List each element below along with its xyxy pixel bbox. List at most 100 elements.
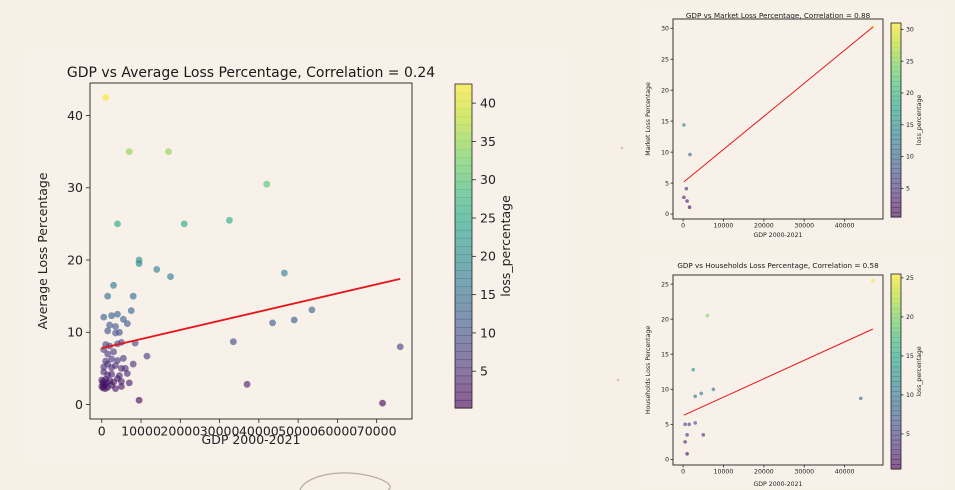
- data-point: [129, 292, 137, 300]
- data-point: [685, 199, 689, 203]
- colorbar-segment: [891, 274, 901, 280]
- y-tick-label: 20: [67, 252, 83, 267]
- colorbar-segment: [891, 120, 901, 126]
- y-tick-label: 25: [661, 281, 669, 288]
- colorbar-segment: [891, 434, 901, 441]
- data-point: [135, 396, 143, 404]
- x-tick-label: 30000: [794, 223, 814, 230]
- colorbar-segment: [891, 115, 901, 121]
- colorbar-segment: [455, 343, 472, 352]
- colorbar-segment: [891, 149, 901, 155]
- colorbar-segment: [455, 335, 472, 344]
- colorbar-segment: [455, 92, 472, 101]
- data-point: [682, 123, 686, 127]
- colorbar-segment: [891, 134, 901, 140]
- data-point: [112, 362, 119, 369]
- colorbar-segment: [891, 153, 901, 160]
- data-point: [308, 306, 316, 314]
- x-tick-label: 0: [98, 424, 106, 439]
- data-point: [693, 394, 698, 399]
- colorbar-tick-label: 40: [480, 96, 496, 111]
- chart-market-loss: GDP vs Market Loss Percentage, Correlati…: [645, 11, 923, 239]
- data-point: [153, 266, 161, 273]
- x-tick-label: 40000: [835, 469, 855, 476]
- colorbar-segment: [455, 246, 472, 255]
- colorbar-segment: [891, 356, 901, 363]
- colorbar-segment: [891, 391, 901, 397]
- x-tick-label: 10000: [121, 424, 161, 439]
- colorbar-segment: [455, 205, 472, 215]
- data-point: [110, 281, 117, 289]
- data-point: [104, 350, 112, 358]
- colorbar-segment: [891, 332, 901, 338]
- colorbar-segment: [455, 132, 472, 142]
- x-tick-label: 60000: [318, 424, 358, 439]
- data-point: [123, 370, 131, 377]
- colorbar-segment: [891, 425, 901, 431]
- data-point: [114, 220, 121, 228]
- colorbar-tick-label: 35: [480, 134, 496, 149]
- colorbar-segment: [891, 66, 901, 73]
- data-point: [871, 278, 875, 283]
- colorbar-segment: [891, 278, 901, 285]
- colorbar-segment: [891, 386, 901, 392]
- colorbar-segment: [891, 459, 901, 465]
- paper-speck: [617, 379, 619, 381]
- colorbar-segment: [891, 90, 901, 97]
- chart-title: GDP vs Households Loss Percentage, Corre…: [677, 261, 879, 270]
- data-point: [684, 186, 689, 191]
- plot-frame: [672, 18, 884, 220]
- trend-line: [683, 26, 874, 183]
- plot-area: [673, 275, 883, 465]
- y-tick-label: 5: [665, 422, 669, 429]
- colorbar-segment: [891, 129, 901, 136]
- data-point: [705, 313, 710, 318]
- colorbar-segment: [891, 124, 901, 131]
- x-tick-label: 0: [681, 223, 685, 230]
- y-tick-label: 30: [67, 180, 83, 195]
- colorbar-segment: [455, 116, 472, 126]
- data-point: [143, 352, 151, 360]
- data-point: [114, 310, 121, 318]
- colorbar-segment: [891, 100, 901, 107]
- colorbar-segment: [891, 381, 901, 387]
- colorbar-segment: [891, 202, 901, 208]
- colorbar-segment: [455, 108, 472, 117]
- x-tick-label: 50000: [278, 424, 318, 439]
- data-point: [682, 195, 686, 200]
- colorbar-tick-label: 5: [906, 186, 910, 193]
- data-point: [106, 321, 114, 329]
- data-point: [699, 391, 704, 396]
- x-tick-label: 20000: [754, 469, 774, 476]
- colorbar-tick-label: 25: [906, 58, 914, 65]
- colorbar-tick-label: 25: [906, 275, 914, 282]
- colorbar-segment: [891, 52, 901, 58]
- y-tick-label: 0: [75, 397, 83, 412]
- x-tick-label: 20000: [160, 424, 200, 439]
- data-point: [104, 292, 112, 300]
- colorbar-segment: [455, 367, 472, 377]
- colorbar-segment: [891, 212, 901, 218]
- y-tick-label: 20: [661, 316, 669, 323]
- y-tick-label: 5: [665, 180, 669, 187]
- colorbar-segment: [455, 359, 472, 369]
- colorbar-segment: [455, 310, 472, 320]
- colorbar-segment: [891, 420, 901, 426]
- colorbar-segment: [455, 318, 472, 328]
- colorbar-segment: [891, 376, 901, 382]
- data-point: [123, 320, 131, 328]
- data-point: [269, 319, 276, 327]
- colorbar-segment: [891, 207, 901, 213]
- colorbar-segment: [891, 95, 901, 102]
- data-point: [127, 307, 135, 315]
- colorbar-segment: [891, 337, 901, 343]
- colorbar-segment: [891, 352, 901, 358]
- data-point: [226, 216, 233, 224]
- colorbar-tick-label: 15: [906, 353, 914, 360]
- colorbar-segment: [891, 400, 901, 407]
- colorbar-segment: [455, 399, 472, 409]
- colorbar-segment: [891, 464, 901, 470]
- colorbar-segment: [891, 110, 901, 116]
- trend-line: [101, 277, 401, 350]
- x-axis-label: GDP 2000-2021: [754, 481, 803, 488]
